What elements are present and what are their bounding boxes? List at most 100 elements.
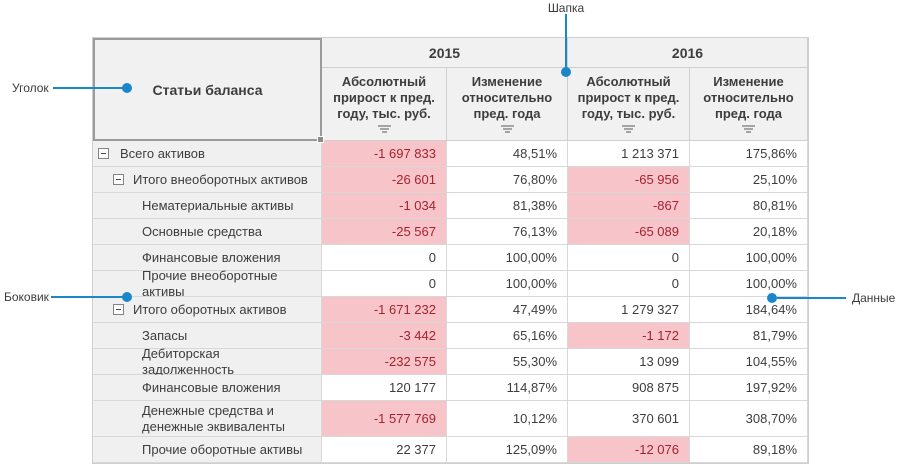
data-cell[interactable]: 48,51% [447,141,568,167]
data-cell[interactable]: 22 377 [322,437,447,463]
row-label-cell[interactable]: Итого оборотных активов [93,297,322,323]
table-row: Нематериальные активы -1 034 81,38% -867… [93,193,808,219]
data-cell[interactable]: 184,64% [690,297,808,323]
data-cell[interactable]: 0 [322,245,447,271]
data-cell[interactable]: -65 089 [568,219,690,245]
row-label-cell[interactable]: Нематериальные активы [93,193,322,219]
corner-label: Статьи баланса [152,81,263,98]
data-cell[interactable]: 908 875 [568,375,690,401]
callout-dot [122,83,132,93]
callout-dot [767,293,777,303]
data-cell[interactable]: 81,38% [447,193,568,219]
data-cell[interactable]: -867 [568,193,690,219]
data-cell[interactable]: -1 697 833 [322,141,447,167]
data-cell[interactable]: 47,49% [447,297,568,323]
table-row: Финансовые вложения 120 177 114,87% 908 … [93,375,808,401]
column-header-2016-relative[interactable]: Изменение относительно пред. года [690,68,808,141]
row-label-cell[interactable]: Финансовые вложения [93,245,322,271]
filter-icon[interactable] [500,125,514,135]
data-cell[interactable]: 370 601 [568,401,690,437]
row-label-cell[interactable]: Запасы [93,323,322,349]
data-cell[interactable]: -1 172 [568,323,690,349]
row-label: Дебиторская задолженность [142,345,235,377]
collapse-icon[interactable] [113,174,124,185]
data-cell[interactable]: 125,09% [447,437,568,463]
data-cell[interactable]: 120 177 [322,375,447,401]
row-label-cell[interactable]: Дебиторская задолженность [93,345,322,377]
row-label: Финансовые вложения [142,379,281,395]
table-row: Основные средства -25 567 76,13% -65 089… [93,219,808,245]
data-cell[interactable]: 104,55% [690,349,808,375]
row-label-cell[interactable]: Прочие оборотные активы [93,437,322,463]
data-cell[interactable]: 114,87% [447,375,568,401]
row-label-cell[interactable]: Денежные средства и денежные эквиваленты [93,401,322,437]
column-header-label: Абсолютный прирост к пред. году, тыс. ру… [577,73,680,122]
row-label-cell[interactable]: Всего активов [93,141,322,167]
data-cell[interactable]: 55,30% [447,349,568,375]
data-cell[interactable]: 80,81% [690,193,808,219]
row-label: Денежные средства и денежные эквиваленты [142,402,285,434]
row-label-cell[interactable]: Основные средства [93,219,322,245]
data-cell[interactable]: 1 279 327 [568,297,690,323]
data-cell[interactable]: 100,00% [447,271,568,297]
data-cell[interactable]: 197,92% [690,375,808,401]
callout-dot [561,67,571,77]
data-cell[interactable]: 65,16% [447,323,568,349]
table-row: Прочие оборотные активы 22 377 125,09% -… [93,437,808,463]
data-cell[interactable]: 0 [568,245,690,271]
callout-label-data: Данные [852,291,896,305]
filter-icon[interactable] [377,125,391,135]
collapse-icon[interactable] [113,304,124,315]
data-cell[interactable]: 76,80% [447,167,568,193]
data-cell[interactable]: 308,70% [690,401,808,437]
data-cell[interactable]: 100,00% [690,245,808,271]
row-label: Основные средства [142,223,262,239]
data-cell[interactable]: -65 956 [568,167,690,193]
data-cell[interactable]: 100,00% [447,245,568,271]
column-header-2015-relative[interactable]: Изменение относительно пред. года [447,68,568,141]
row-label-cell[interactable]: Прочие внеоборотные активы [93,268,322,299]
row-label: Нематериальные активы [142,197,294,213]
data-cell[interactable]: 25,10% [690,167,808,193]
year-header-2015[interactable]: 2015 [322,38,568,68]
data-cell[interactable]: -1 577 769 [322,401,447,437]
column-header-label: Изменение относительно пред. года [703,73,794,122]
data-cell[interactable]: -1 671 232 [322,297,447,323]
data-cell[interactable]: 13 099 [568,349,690,375]
data-cell[interactable]: 76,13% [447,219,568,245]
data-cell[interactable]: 81,79% [690,323,808,349]
collapse-icon[interactable] [98,148,109,159]
callout-label-header: Шапка [547,1,585,15]
row-label-cell[interactable]: Итого внеоборотных активов [93,167,322,193]
data-cell[interactable]: 0 [322,271,447,297]
table-row: Денежные средства и денежные эквиваленты… [93,401,808,437]
data-cell[interactable]: 10,12% [447,401,568,437]
table-row: Финансовые вложения 0 100,00% 0 100,00% [93,245,808,271]
callout-dot [122,292,132,302]
row-label: Итого оборотных активов [133,301,287,317]
column-header-2016-absolute[interactable]: Абсолютный прирост к пред. году, тыс. ру… [568,68,690,141]
table-row: Прочие внеоборотные активы 0 100,00% 0 1… [93,268,808,299]
data-cell[interactable]: 0 [568,271,690,297]
column-header-label: Абсолютный прирост к пред. году, тыс. ру… [333,73,435,122]
data-cell[interactable]: -25 567 [322,219,447,245]
column-header-label: Изменение относительно пред. года [461,73,553,122]
callout-label-corner: Уголок [12,81,49,95]
year-header-2016[interactable]: 2016 [568,38,808,68]
pivot-table: Статьи баланса 2015 2016 Абсолютный прир… [92,37,809,464]
row-label-cell[interactable]: Финансовые вложения [93,375,322,401]
filter-icon[interactable] [622,125,635,135]
data-cell[interactable]: 100,00% [690,271,808,297]
data-cell[interactable]: -26 601 [322,167,447,193]
filter-icon[interactable] [742,125,755,135]
column-header-2015-absolute[interactable]: Абсолютный прирост к пред. году, тыс. ру… [322,68,447,141]
data-cell[interactable]: -1 034 [322,193,447,219]
data-cell[interactable]: 1 213 371 [568,141,690,167]
data-cell[interactable]: -12 076 [568,437,690,463]
data-cell[interactable]: 20,18% [690,219,808,245]
data-cell[interactable]: 89,18% [690,437,808,463]
data-cell[interactable]: -232 575 [322,349,447,375]
row-label: Финансовые вложения [142,249,281,265]
data-cell[interactable]: 175,86% [690,141,808,167]
data-cell[interactable]: -3 442 [322,323,447,349]
